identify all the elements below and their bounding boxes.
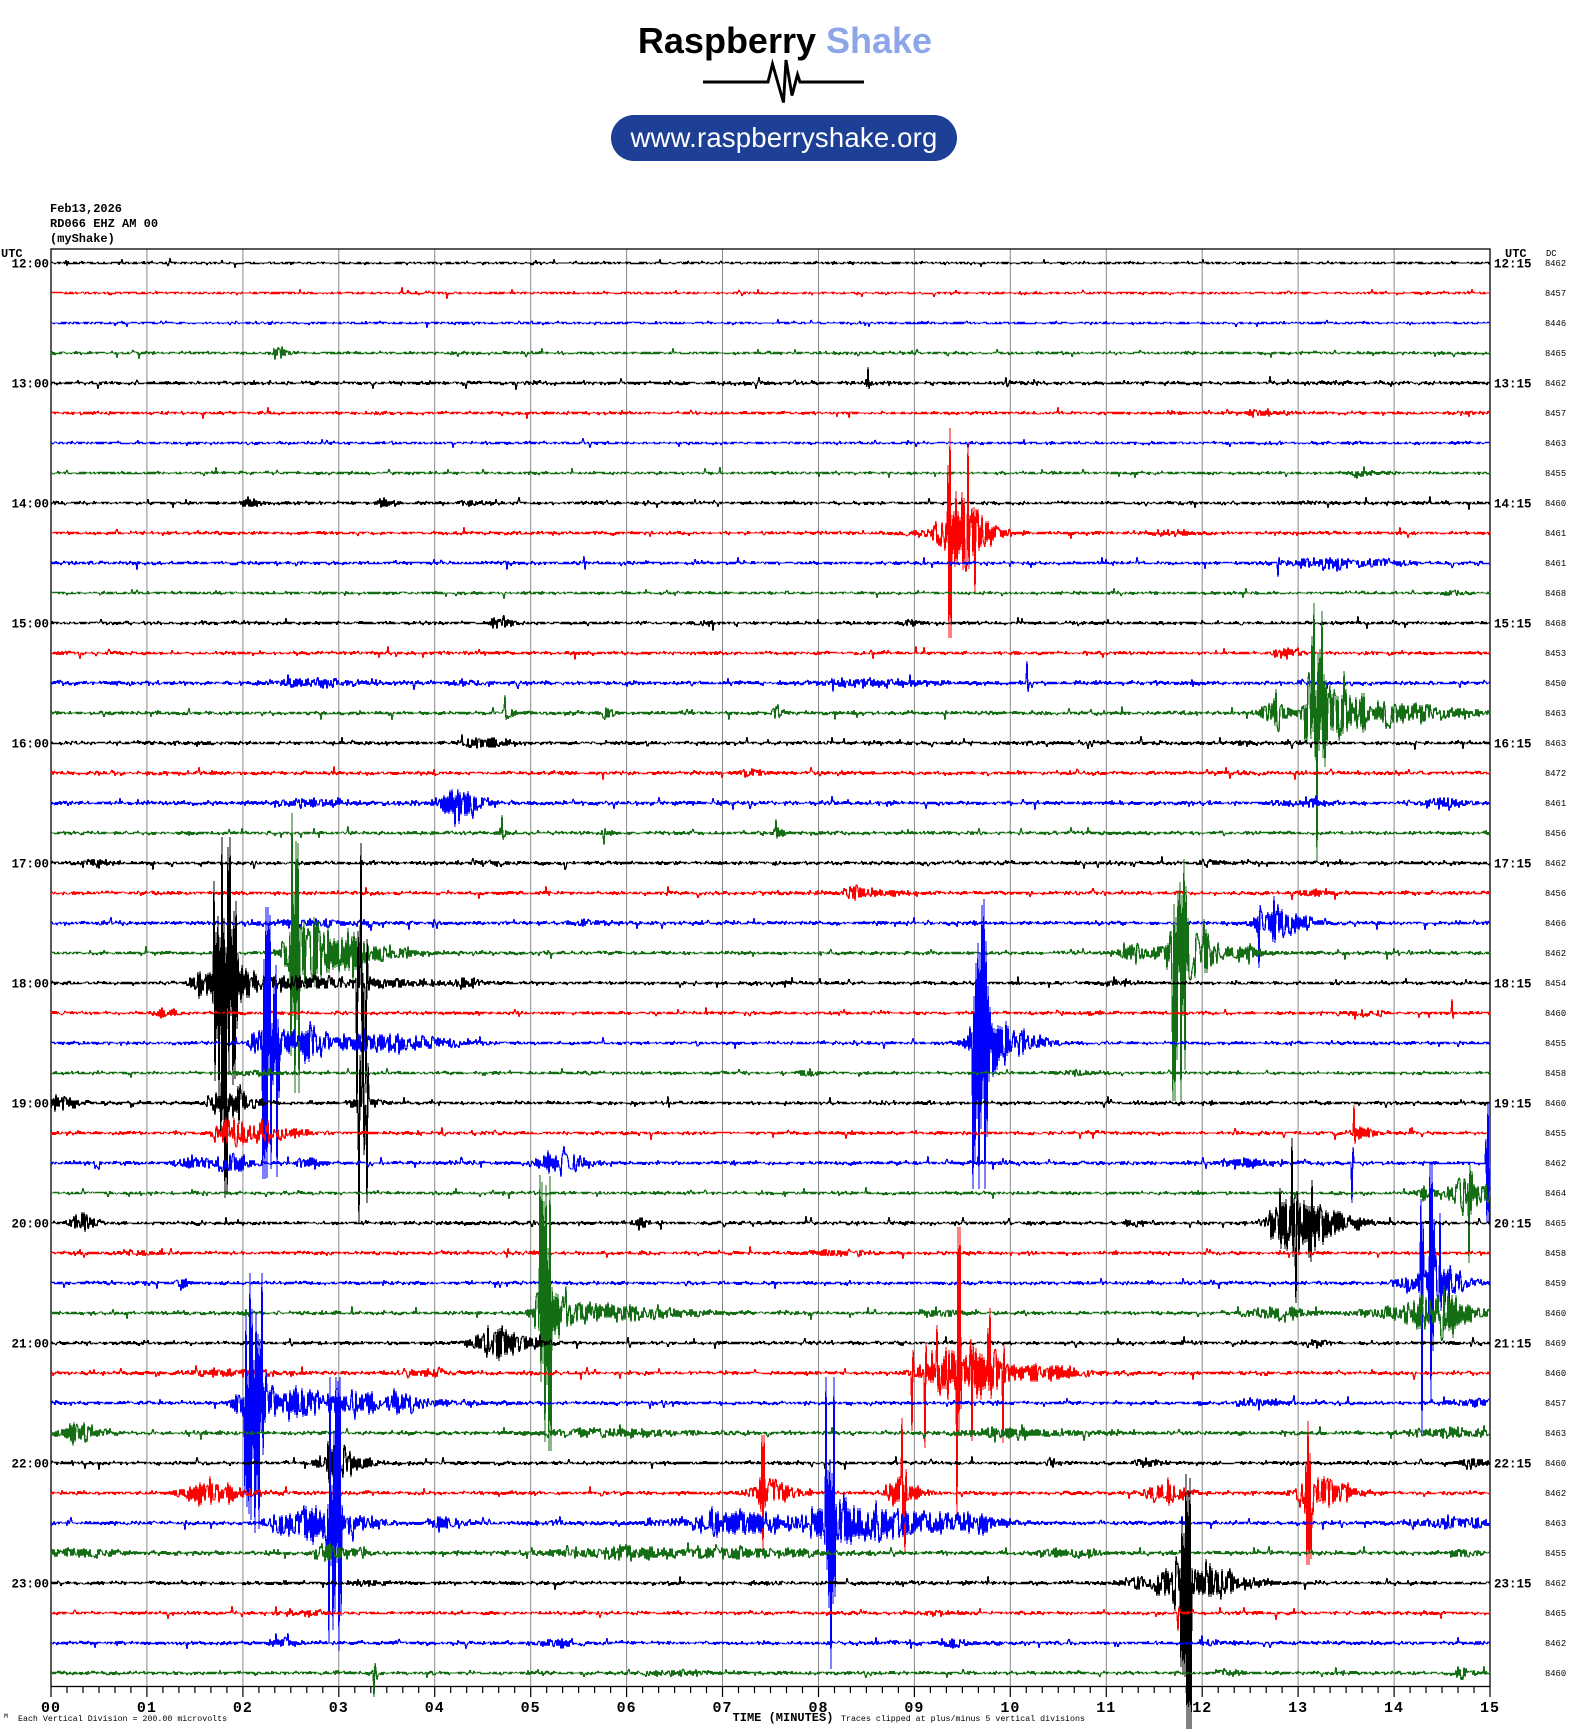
svg-text:04: 04: [425, 1700, 445, 1717]
svg-text:8460: 8460: [1545, 1369, 1566, 1379]
svg-text:18:15: 18:15: [1494, 978, 1532, 992]
svg-text:8455: 8455: [1545, 1039, 1566, 1049]
svg-text:8462: 8462: [1545, 949, 1566, 959]
svg-text:M: M: [4, 1713, 8, 1720]
svg-text:8456: 8456: [1545, 889, 1566, 899]
svg-text:8457: 8457: [1545, 409, 1566, 419]
svg-text:23:15: 23:15: [1494, 1578, 1532, 1592]
svg-text:8461: 8461: [1545, 559, 1566, 569]
svg-text:DC: DC: [1546, 249, 1557, 259]
svg-text:8450: 8450: [1545, 679, 1566, 689]
svg-text:16:00: 16:00: [11, 738, 49, 752]
svg-text:8459: 8459: [1545, 1279, 1566, 1289]
svg-text:8461: 8461: [1545, 529, 1566, 539]
svg-text:05: 05: [521, 1700, 541, 1717]
svg-text:(myShake): (myShake): [50, 232, 115, 246]
svg-text:8460: 8460: [1545, 1309, 1566, 1319]
svg-text:8463: 8463: [1545, 739, 1566, 749]
svg-text:8462: 8462: [1545, 1159, 1566, 1169]
svg-text:18:00: 18:00: [11, 978, 49, 992]
svg-text:08: 08: [808, 1700, 828, 1717]
svg-text:8462: 8462: [1545, 1489, 1566, 1499]
svg-text:TIME (MINUTES): TIME (MINUTES): [733, 1711, 834, 1725]
svg-text:8456: 8456: [1545, 829, 1566, 839]
svg-text:15:00: 15:00: [11, 618, 49, 632]
svg-text:8469: 8469: [1545, 1339, 1566, 1349]
svg-text:22:15: 22:15: [1494, 1458, 1532, 1472]
svg-text:8455: 8455: [1545, 1549, 1566, 1559]
svg-text:20:15: 20:15: [1494, 1218, 1532, 1232]
svg-text:14:00: 14:00: [11, 498, 49, 512]
svg-text:23:00: 23:00: [11, 1578, 49, 1592]
svg-text:15: 15: [1480, 1700, 1500, 1717]
svg-text:19:00: 19:00: [11, 1098, 49, 1112]
svg-text:11: 11: [1096, 1700, 1116, 1717]
svg-text:8461: 8461: [1545, 799, 1566, 809]
svg-text:8463: 8463: [1545, 709, 1566, 719]
svg-text:21:15: 21:15: [1494, 1338, 1532, 1352]
svg-text:8463: 8463: [1545, 1519, 1566, 1529]
svg-text:06: 06: [617, 1700, 637, 1717]
svg-text:8465: 8465: [1545, 349, 1566, 359]
svg-text:12: 12: [1192, 1700, 1212, 1717]
svg-text:8457: 8457: [1545, 1399, 1566, 1409]
svg-text:13: 13: [1288, 1700, 1308, 1717]
svg-text:13:15: 13:15: [1494, 378, 1532, 392]
svg-text:Each Vertical Division = 200.: Each Vertical Division = 200.00 microvol…: [18, 1714, 227, 1724]
svg-text:8458: 8458: [1545, 1069, 1566, 1079]
svg-text:8466: 8466: [1545, 919, 1566, 929]
svg-text:Feb13,2026: Feb13,2026: [50, 202, 122, 216]
svg-text:20:00: 20:00: [11, 1218, 49, 1232]
svg-text:22:00: 22:00: [11, 1458, 49, 1472]
svg-text:12:15: 12:15: [1494, 258, 1532, 272]
svg-text:8468: 8468: [1545, 619, 1566, 629]
svg-text:17:00: 17:00: [11, 858, 49, 872]
svg-text:00: 00: [41, 1700, 61, 1717]
svg-text:8465: 8465: [1545, 1609, 1566, 1619]
svg-text:8455: 8455: [1545, 469, 1566, 479]
svg-text:01: 01: [137, 1700, 157, 1717]
svg-text:8463: 8463: [1545, 1429, 1566, 1439]
svg-text:8446: 8446: [1545, 319, 1566, 329]
svg-text:8472: 8472: [1545, 769, 1566, 779]
svg-text:8455: 8455: [1545, 1129, 1566, 1139]
svg-text:8460: 8460: [1545, 1459, 1566, 1469]
svg-text:8462: 8462: [1545, 379, 1566, 389]
svg-text:17:15: 17:15: [1494, 858, 1532, 872]
svg-text:8462: 8462: [1545, 1639, 1566, 1649]
svg-text:8464: 8464: [1545, 1189, 1566, 1199]
svg-text:8465: 8465: [1545, 1219, 1566, 1229]
svg-text:8453: 8453: [1545, 649, 1566, 659]
svg-text:UTC: UTC: [1, 247, 23, 261]
svg-text:8462: 8462: [1545, 1579, 1566, 1589]
svg-text:8462: 8462: [1545, 259, 1566, 269]
svg-text:8463: 8463: [1545, 439, 1566, 449]
svg-text:8462: 8462: [1545, 859, 1566, 869]
svg-text:Traces clipped at plus/minus 5: Traces clipped at plus/minus 5 vertical …: [841, 1714, 1085, 1724]
svg-text:21:00: 21:00: [11, 1338, 49, 1352]
svg-text:8460: 8460: [1545, 1669, 1566, 1679]
svg-text:15:15: 15:15: [1494, 618, 1532, 632]
svg-text:8460: 8460: [1545, 1009, 1566, 1019]
svg-text:19:15: 19:15: [1494, 1098, 1532, 1112]
svg-text:03: 03: [329, 1700, 349, 1717]
svg-text:RD066 EHZ AM 00: RD066 EHZ AM 00: [50, 217, 158, 231]
svg-text:8460: 8460: [1545, 499, 1566, 509]
svg-text:13:00: 13:00: [11, 378, 49, 392]
svg-text:12:00: 12:00: [11, 258, 49, 272]
svg-text:02: 02: [233, 1700, 253, 1717]
svg-text:8457: 8457: [1545, 289, 1566, 299]
svg-text:8454: 8454: [1545, 979, 1566, 989]
svg-text:14: 14: [1384, 1700, 1404, 1717]
svg-text:UTC: UTC: [1505, 247, 1527, 261]
svg-text:10: 10: [1000, 1700, 1020, 1717]
svg-text:07: 07: [713, 1700, 733, 1717]
svg-text:8468: 8468: [1545, 589, 1566, 599]
svg-text:8458: 8458: [1545, 1249, 1566, 1259]
svg-text:14:15: 14:15: [1494, 498, 1532, 512]
svg-text:8460: 8460: [1545, 1099, 1566, 1109]
svg-text:09: 09: [904, 1700, 924, 1717]
svg-text:16:15: 16:15: [1494, 738, 1532, 752]
